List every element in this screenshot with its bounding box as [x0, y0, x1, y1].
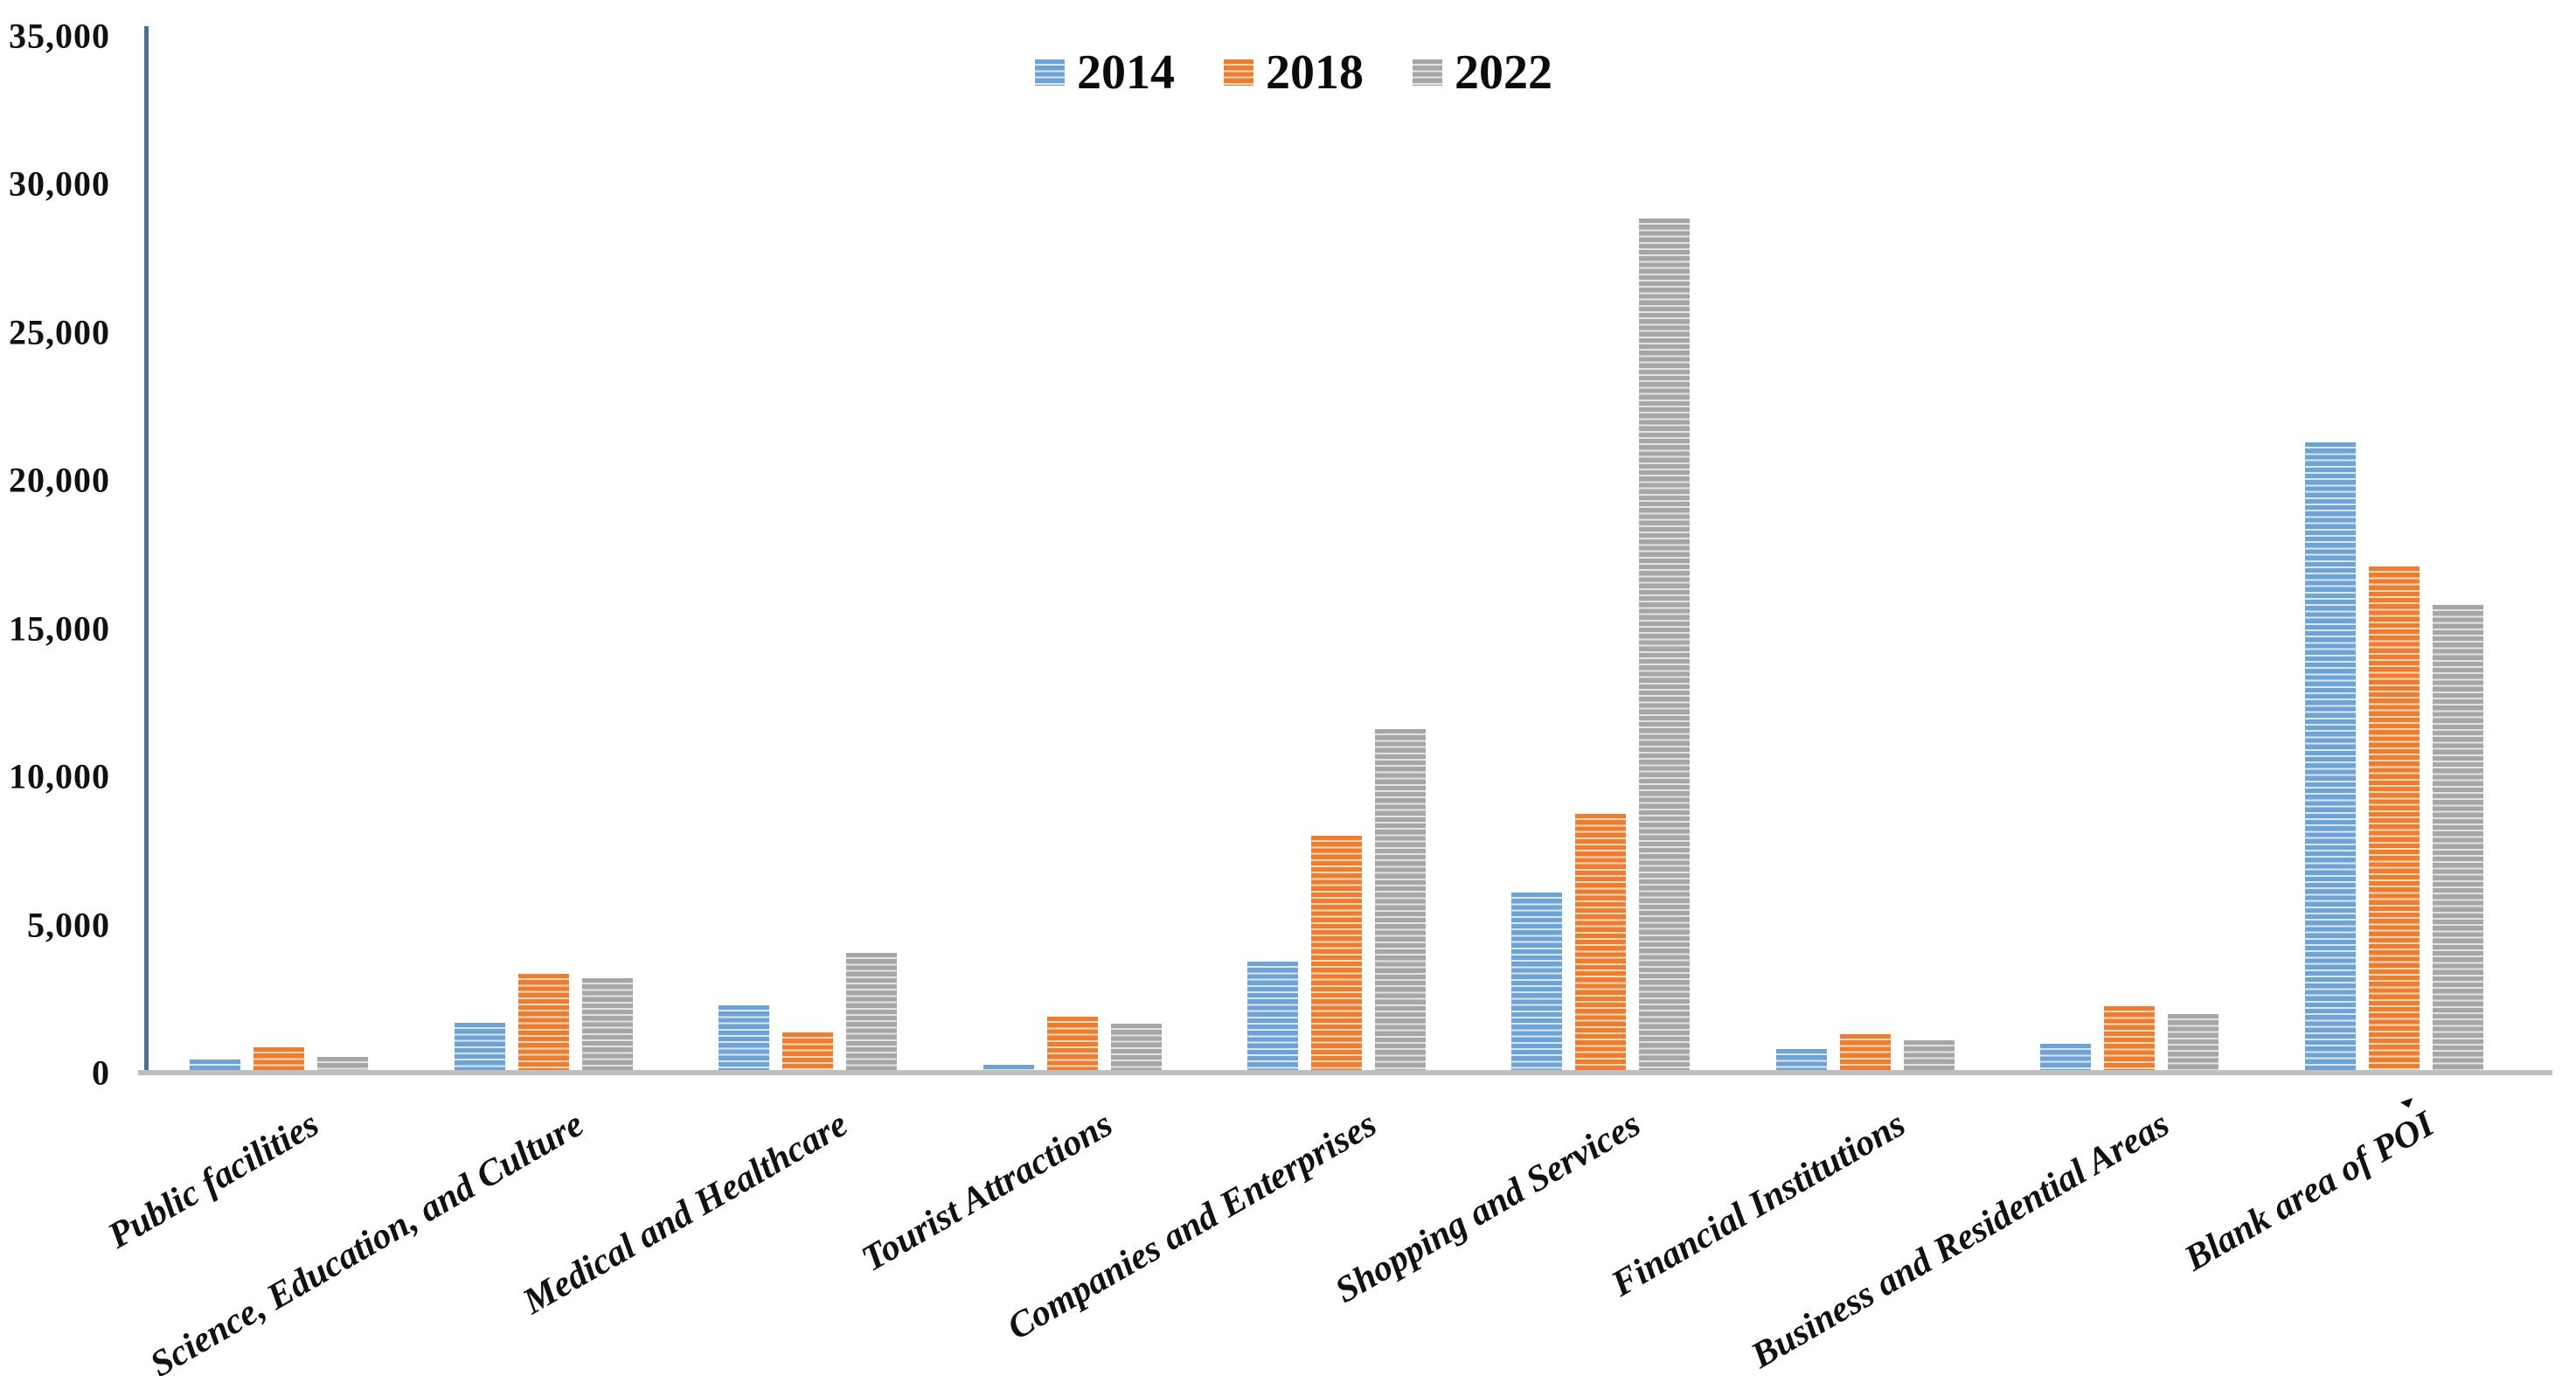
legend-label: 2022 [1455, 45, 1552, 100]
x-axis-label: Tourist Attractions [854, 1103, 1120, 1280]
y-tick-label: 5,000 [27, 905, 110, 945]
bar-2018-category-2 [517, 973, 569, 1070]
bar-group-9 [2304, 33, 2483, 1070]
bar-2018-category-4 [1046, 1017, 1098, 1070]
bar-2018-category-5 [1310, 836, 1362, 1070]
legend-swatch-icon-2018 [1224, 59, 1253, 86]
legend-entry-2014: 2014 [1035, 48, 1175, 97]
mouse-cursor-icon [2400, 1098, 2413, 1108]
bar-2018-category-9 [2368, 566, 2420, 1070]
bar-group-6 [1511, 33, 1691, 1070]
bar-2022-category-9 [2432, 605, 2483, 1070]
bar-2014-category-7 [1775, 1048, 1827, 1070]
bar-group-3 [719, 33, 898, 1070]
y-tick-label: 0 [92, 1053, 110, 1093]
legend-label: 2018 [1266, 45, 1364, 100]
bar-group-2 [454, 33, 633, 1070]
y-tick-label: 30,000 [9, 163, 110, 204]
bar-2022-category-2 [581, 978, 633, 1070]
bar-group-1 [190, 33, 369, 1070]
bar-2022-category-8 [2168, 1013, 2219, 1070]
bar-2022-category-4 [1110, 1024, 1162, 1070]
x-axis-labels: Public facilities Science, Education, and… [101, 1075, 2526, 1376]
bar-2018-category-7 [1839, 1034, 1891, 1070]
bar-2018-category-3 [782, 1032, 834, 1070]
bar-2014-category-2 [454, 1022, 505, 1070]
x-axis-line [138, 1070, 2552, 1075]
plot-area [147, 33, 2526, 1070]
y-tick-label: 15,000 [9, 608, 110, 649]
bar-2018-category-1 [253, 1047, 305, 1070]
bar-2022-category-7 [1903, 1040, 1955, 1070]
bar-2022-category-5 [1374, 729, 1426, 1070]
bar-group-5 [1246, 33, 1426, 1070]
bar-2014-category-4 [982, 1064, 1034, 1070]
legend-entry-2018: 2018 [1224, 48, 1364, 97]
bar-2018-category-6 [1575, 813, 1627, 1070]
bar-group-4 [982, 33, 1162, 1070]
bar-2014-category-1 [190, 1060, 241, 1070]
bar-2014-category-5 [1246, 962, 1298, 1070]
y-tick-label: 25,000 [9, 312, 110, 352]
bar-2022-category-3 [846, 953, 898, 1070]
bar-2014-category-8 [2040, 1043, 2092, 1070]
x-axis-label: Blank area of POI [2177, 1103, 2441, 1280]
bar-2018-category-8 [2104, 1006, 2156, 1070]
bar-group-7 [1775, 33, 1955, 1070]
legend-swatch-icon-2022 [1413, 59, 1442, 86]
y-axis-line [144, 26, 149, 1075]
legend: 2014 2018 2022 [1035, 48, 1552, 97]
legend-swatch-icon-2014 [1035, 59, 1065, 86]
legend-label: 2014 [1077, 45, 1175, 100]
bar-2014-category-3 [719, 1004, 770, 1070]
bar-2014-category-6 [1511, 892, 1563, 1070]
bar-2022-category-6 [1639, 218, 1691, 1070]
y-tick-label: 20,000 [9, 460, 110, 500]
x-axis-label: Science, Education, and Culture [143, 1103, 591, 1376]
y-tick-label: 10,000 [9, 756, 110, 796]
x-axis-label: Public facilities [101, 1103, 326, 1257]
bar-group-8 [2040, 33, 2219, 1070]
legend-entry-2022: 2022 [1413, 48, 1552, 97]
y-tick-label: 35,000 [9, 16, 110, 56]
bar-2022-category-1 [317, 1057, 369, 1070]
y-axis: 0 5,000 10,000 15,000 20,000 25,000 30,000 35,0… [0, 0, 110, 1376]
bar-2014-category-9 [2304, 441, 2356, 1070]
x-axis-label: Business and Residential Areas [1745, 1103, 2177, 1376]
